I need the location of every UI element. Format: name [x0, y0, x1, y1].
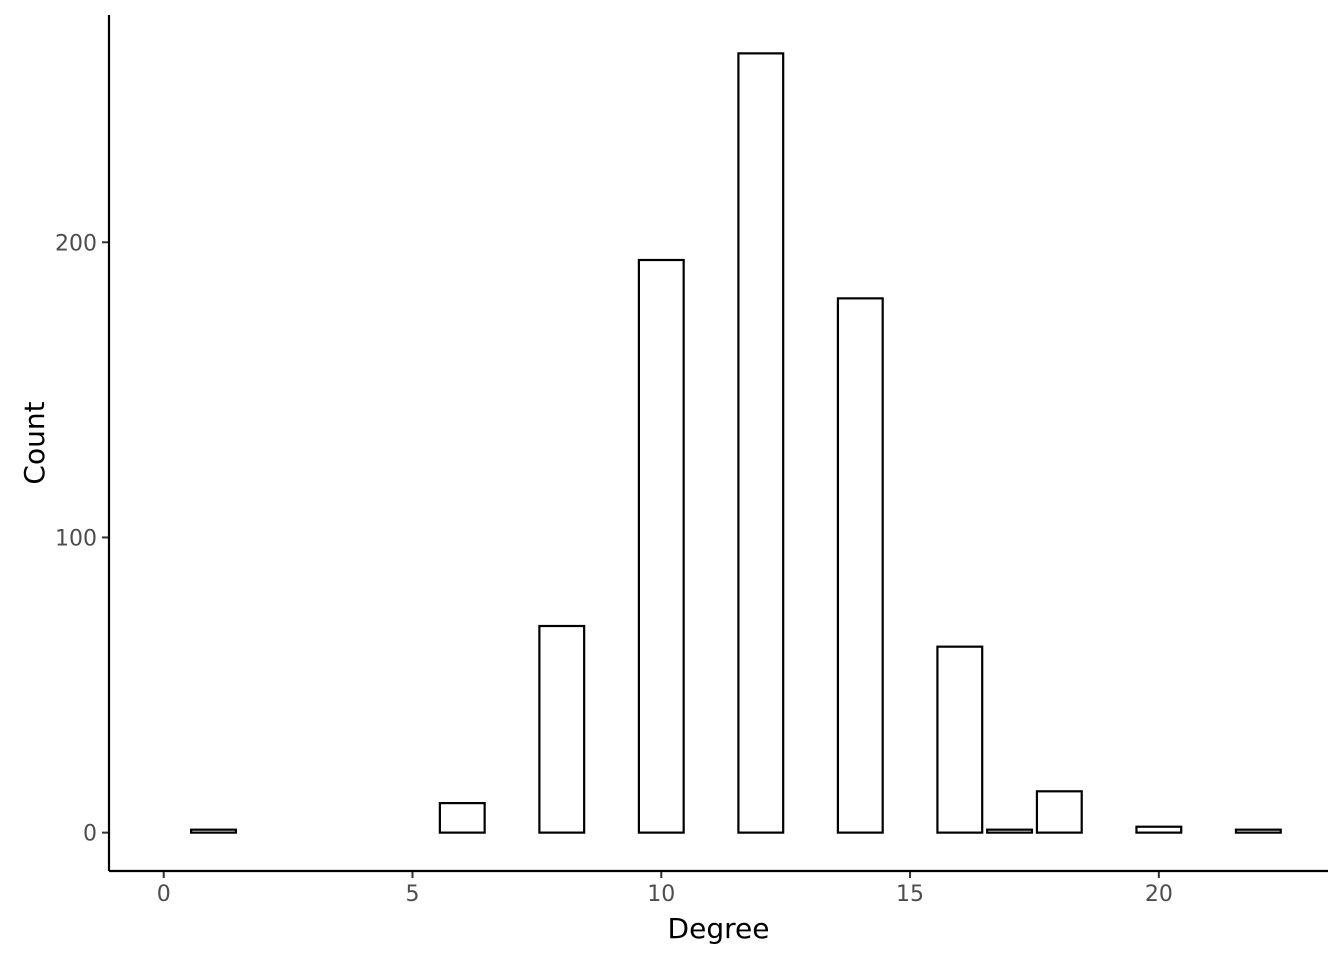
x-axis-title: Degree	[668, 912, 770, 945]
y-axis-ticks: 0 100 200	[55, 231, 109, 847]
x-tick-label: 15	[896, 882, 924, 907]
y-tick-label: 200	[55, 231, 97, 256]
x-tick-label: 5	[406, 882, 420, 907]
bar-degree-1	[189, 828, 237, 834]
y-tick-label: 0	[83, 822, 97, 847]
bar-degree-18	[1035, 790, 1083, 834]
bar-degree-20	[1135, 825, 1183, 834]
bar-degree-22	[1234, 828, 1282, 834]
x-tick-label: 20	[1145, 882, 1173, 907]
y-tick-label: 100	[55, 526, 97, 551]
x-axis-ticks: 0 5 10 15 20	[157, 871, 1173, 907]
bar-degree-16	[936, 645, 984, 834]
y-axis-title: Count	[18, 401, 51, 484]
bar-degree-12	[737, 52, 785, 834]
x-tick-label: 10	[647, 882, 675, 907]
bar-degree-10	[637, 258, 685, 834]
bar-degree-14	[836, 297, 884, 834]
bar-degree-17	[986, 828, 1034, 834]
bar-degree-6	[438, 802, 486, 834]
x-tick-label: 0	[157, 882, 171, 907]
bars-group	[189, 52, 1282, 834]
bar-degree-8	[538, 624, 586, 834]
